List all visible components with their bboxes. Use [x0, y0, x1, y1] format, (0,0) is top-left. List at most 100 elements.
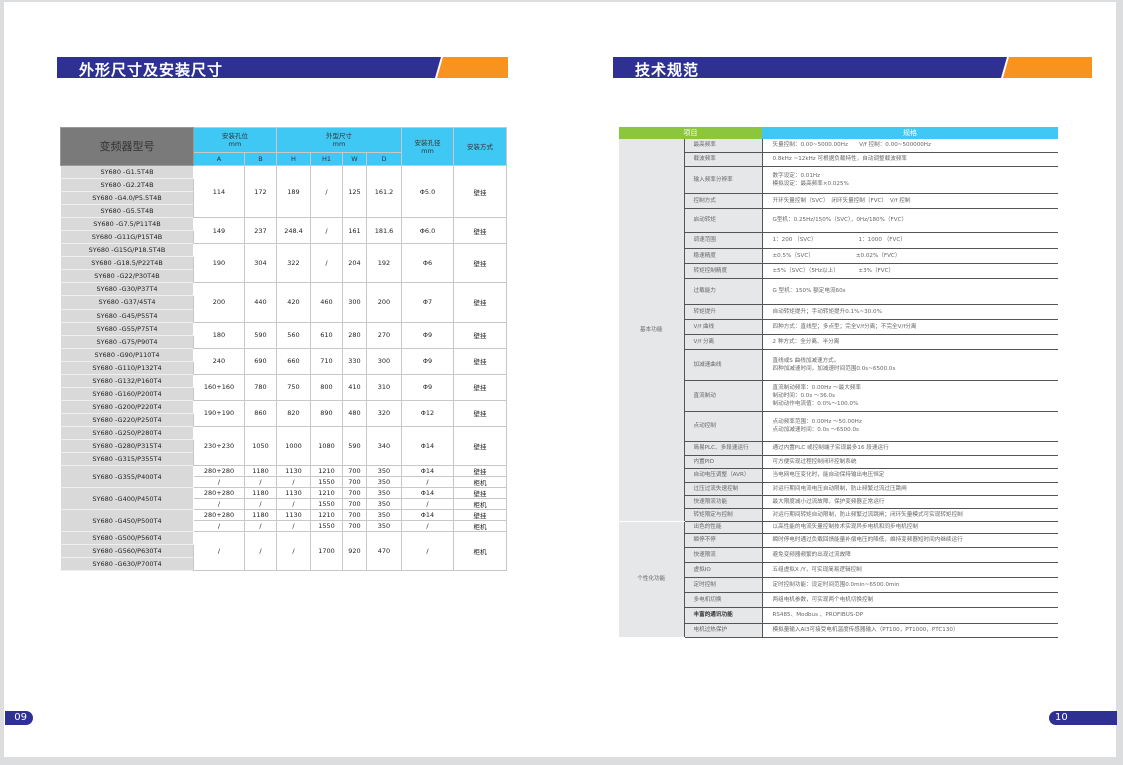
value-cell: / [401, 498, 454, 511]
mount-hole-header: 安装孔位 mm [193, 127, 277, 153]
table-row: SY680 -G160/P200T4 [60, 386, 507, 401]
value-cell: 柜机 [453, 520, 507, 533]
spec-line: 直线或S 曲线加减速方式。 [772, 357, 840, 364]
value-cell: 860 [244, 399, 277, 427]
spec-item-label: 快速限流功能 [683, 495, 763, 509]
model-cell: SY680 -G160/P200T4 [60, 386, 194, 401]
value-cell: 700 [342, 509, 367, 522]
value-cell: 1050 [244, 425, 277, 467]
value-cell: / [276, 498, 311, 511]
spec-line: 制动动作电流值：0.0%～100.0% [772, 400, 859, 407]
spec-value: 通过内置PLC 或控制端子实现最多16 段速运行 [762, 441, 1058, 456]
spec-line: 四种方式：直线型；多点型；完全V/f分离；不完全V/f分离 [772, 323, 917, 330]
spec-line: 可方便实现过程控制闭环控制系统 [772, 458, 857, 465]
value-cell: 190 [193, 243, 245, 284]
value-cell: 304 [244, 243, 277, 284]
value-cell: 700 [342, 520, 367, 533]
value-cell: 190+190 [193, 399, 245, 427]
model-cell: SY680 -G22/P30T4B [60, 269, 194, 284]
spec-row: 个性化功能 出色的性能 以高性能的电流矢量控制技术实现异步电机和同步电机控制 [619, 521, 1058, 638]
value-cell: 149 [193, 217, 245, 245]
value-cell: / [244, 498, 277, 511]
value-cell: 1180 [244, 509, 277, 522]
section-title: 技术规范 [635, 61, 700, 79]
spec-value: 直流制动频率：0.00Hz ～最大频率 制动时间：0.0s ～36.0s 制动动作电… [762, 380, 1058, 412]
table-row: SY680 -G37/45T4 [60, 295, 507, 310]
spec-row: 基本功能 最高频率 矢量控制：0.00~5000.00Hz V/f 控制：0.00~… [619, 139, 1058, 522]
table-row: SY680 -G75/P90T4 [60, 334, 507, 349]
spec-item-label: 转矩限定与控制 [683, 508, 763, 522]
value-cell: 350 [366, 509, 402, 522]
value-cell: / [310, 243, 343, 284]
category-cell: 个性化功能 [619, 521, 684, 638]
model-cell: SY680 -G30/P37T4 [60, 282, 194, 297]
value-cell: 700 [342, 487, 367, 500]
value-cell: / [193, 476, 245, 489]
spec-item-label: 简易PLC、多段速运行 [683, 441, 763, 456]
spec-value: 瞬时停电时通过负载回馈能量补偿电压的降低，维持变频器短时间内继续运行 [762, 533, 1058, 548]
table-row: SY680 -G630/P700T4 [60, 557, 507, 572]
value-cell: 690 [244, 347, 277, 375]
spec-line: 点动加减速时间：0.0s ～6500.0s [772, 427, 859, 433]
value-cell: Φ9 [401, 347, 454, 375]
table-row: SY680 -G400/P450T4 280+280 1180 1130 1210 700… [60, 487, 507, 511]
table-row: SY680 -G200/P220T4 190+190 860 820 890 480 320… [60, 399, 507, 427]
value-cell: / [276, 476, 311, 489]
model-cell: SY680 -G11G/P15T4B [60, 230, 194, 245]
spec-line: 通过内置PLC 或控制端子实现最多16 段速运行 [772, 445, 889, 451]
value-cell: 壁挂 [453, 425, 507, 467]
value-cell: 161.2 [366, 164, 402, 219]
spec-value: 最大限度减小过流故障，保护变频器正常运行 [762, 495, 1058, 509]
header-bar-orange [1003, 57, 1092, 78]
table-row: SY680 -G55/P75T4 180 590 560 610 280 270 Φ9 壁挂 [60, 321, 507, 349]
table-row: SY680 -G1.5T4B 114 172 189/125 161.2 Φ5.0 壁挂 [60, 164, 507, 219]
value-cell: 710 [310, 347, 343, 375]
model-cell: SY680 -G45/P55T4 [60, 308, 194, 323]
spec-item-label: 自动电压调整（AVR） [683, 468, 763, 483]
table-row: SY680 -G7.5/P11T4B 149 237 248.4/161 181.6 Φ6… [60, 217, 507, 245]
table-row: SY680 -G280/P315T4 [60, 438, 507, 454]
model-cell: SY680 -G220/P250T4 [60, 412, 194, 427]
value-cell: 柜机 [453, 531, 507, 572]
left-section-header: 外形尺寸及安装尺寸 [57, 57, 508, 79]
spec-line: G型机：0.25Hz/150%（SVC），0Hz/180%（FVC） [772, 217, 908, 223]
spec-item-label: 最高频率 [683, 139, 763, 153]
header-label: 安装孔位 [222, 132, 248, 140]
value-cell: Φ14 [401, 509, 454, 522]
spec-header: 规格 [762, 127, 1058, 139]
category-cell: 基本功能 [619, 139, 684, 522]
table-row: SY680 -G4.0/P5.5T4B [60, 191, 507, 206]
table-row: SY680 -G2.2T4B [60, 178, 507, 193]
spec-row: 简易PLC、多段速运行 通过内置PLC 或控制端子实现最多16 段速运行 [619, 441, 1058, 456]
model-cell: SY680 -G630/P700T4 [60, 557, 194, 572]
value-cell: 壁挂 [453, 217, 507, 245]
model-cell: SY680 -G315/P355T4 [60, 452, 194, 467]
value-cell: / [244, 520, 277, 533]
value-cell: 柜机 [453, 498, 507, 511]
table-row: SY680 -G250/P280T4 230+230 1050 1000 1080 590… [60, 425, 507, 467]
model-cell: SY680 -G450/P500T4 [60, 509, 194, 533]
spec-value: 两组电机参数，可实现两个电机切换控制 [762, 592, 1058, 608]
spec-value: 2 种方式：全分离、半分离 [762, 334, 1058, 350]
spec-item-label: 控制方式 [683, 193, 763, 209]
spec-value: 开环矢量控制（SVC） 闭环矢量控制（FVC） V/f 控制 [762, 193, 1058, 209]
value-cell: 350 [366, 498, 402, 511]
spec-line: 2 种方式：全分离、半分离 [772, 338, 840, 345]
spec-row: 加减速曲线 直线或S 曲线加减速方式。 四种加减速时间，加减速时间范围0.0s~65… [619, 349, 1058, 381]
item-header: 项目 [619, 127, 762, 139]
value-cell: 800 [310, 373, 343, 401]
table-row: SY680 -G220/P250T4 [60, 412, 507, 427]
spec-row: 快速限流功能 最大限度减小过流故障，保护变频器正常运行 [619, 495, 1058, 509]
value-cell: 1210 [310, 465, 343, 478]
spec-row: 调速范围 1：200 （SVC） 1：1000 （FVC） [619, 232, 1058, 249]
spec-row: 瞬停不停 瞬时停电时通过负载回馈能量补偿电压的降低，维持变频器短时间内继续运行 [619, 533, 1058, 548]
value-cell: 470 [366, 531, 402, 572]
value-cell: 240 [193, 347, 245, 375]
dimensions-table: 变频器型号 安装孔位 mm 外型尺寸 mm 安装孔径 mm 安装方式 A B H H1… [60, 127, 507, 572]
value-cell: 壁挂 [453, 373, 507, 401]
value-cell: / [193, 520, 245, 533]
spec-item-label: 过载能力 [683, 278, 763, 305]
spec-line: 对运行期间电流电压自动限制，防止频繁过流过压跳闸 [772, 485, 907, 492]
spec-line: RS485、Modbus 、PROFIBUS-DP [772, 612, 864, 618]
value-cell: 780 [244, 373, 277, 401]
